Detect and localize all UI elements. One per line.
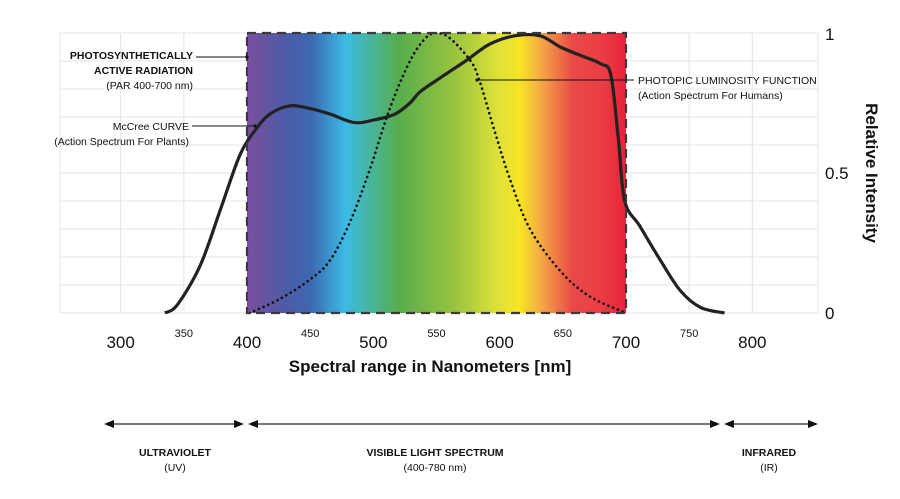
arrow-right-icon: [710, 420, 720, 428]
y-tick-label: 0.5: [825, 164, 849, 183]
par-label-line-1: PHOTOSYNTHETICALLY: [70, 50, 193, 62]
band-ir-label-line-2: (IR): [760, 462, 778, 474]
arrow-left-icon: [104, 420, 114, 428]
arrow-left-icon: [724, 420, 734, 428]
photopic-leader-dot: [475, 78, 479, 82]
x-tick-label: 300: [106, 333, 134, 352]
x-tick-label-minor: 750: [680, 328, 698, 340]
x-axis-title: Spectral range in Nanometers [nm]: [289, 357, 571, 376]
arrow-right-icon: [234, 420, 244, 428]
x-tick-label-minor: 650: [554, 328, 572, 340]
x-tick-label-minor: 550: [427, 328, 445, 340]
par-label-line-3: (PAR 400-700 nm): [106, 80, 193, 92]
par-label-line-2: ACTIVE RADIATION: [94, 65, 193, 77]
mccree-curve: [163, 32, 725, 315]
arrow-left-icon: [248, 420, 258, 428]
photopic-label-line-1: PHOTOPIC LUMINOSITY FUNCTION: [638, 75, 817, 87]
y-axis-title: Relative Intensity: [862, 103, 881, 243]
y-tick-label: 1: [825, 25, 834, 44]
x-tick-label-minor: 350: [175, 328, 193, 340]
x-tick-label-minor: 450: [301, 328, 319, 340]
x-tick-label: 600: [485, 333, 513, 352]
x-tick-label: 800: [738, 333, 766, 352]
annotation-leaders: [192, 55, 634, 128]
band-visible-label-line-2: (400-780 nm): [403, 462, 466, 474]
par-leader-dot: [245, 55, 249, 59]
band-uv-label-line-1: ULTRAVIOLET: [139, 447, 212, 459]
mccree-label-line-2: (Action Spectrum For Plants): [54, 136, 189, 148]
arrow-right-icon: [808, 420, 818, 428]
x-ticks: 300 400 500 600 700 800 350 450 550 650 …: [106, 328, 766, 352]
x-tick-label: 400: [233, 333, 261, 352]
x-tick-label: 700: [612, 333, 640, 352]
par-region: [247, 33, 626, 313]
photopic-label-line-2: (Action Spectrum For Humans): [638, 90, 783, 102]
photopic-curve: [248, 31, 628, 315]
par-region-border: [245, 31, 628, 315]
band-visible-label-line-1: VISIBLE LIGHT SPECTRUM: [366, 447, 503, 459]
band-ir-label-line-1: INFRARED: [742, 447, 797, 459]
y-tick-label: 0: [825, 304, 834, 323]
mccree-label-line-1: McCree CURVE: [113, 121, 189, 133]
band-uv-label-line-2: (UV): [164, 462, 186, 474]
mccree-leader-dot: [253, 124, 257, 128]
x-tick-label: 500: [359, 333, 387, 352]
series-layer: [163, 31, 725, 315]
spectrum-bands: [104, 420, 818, 428]
